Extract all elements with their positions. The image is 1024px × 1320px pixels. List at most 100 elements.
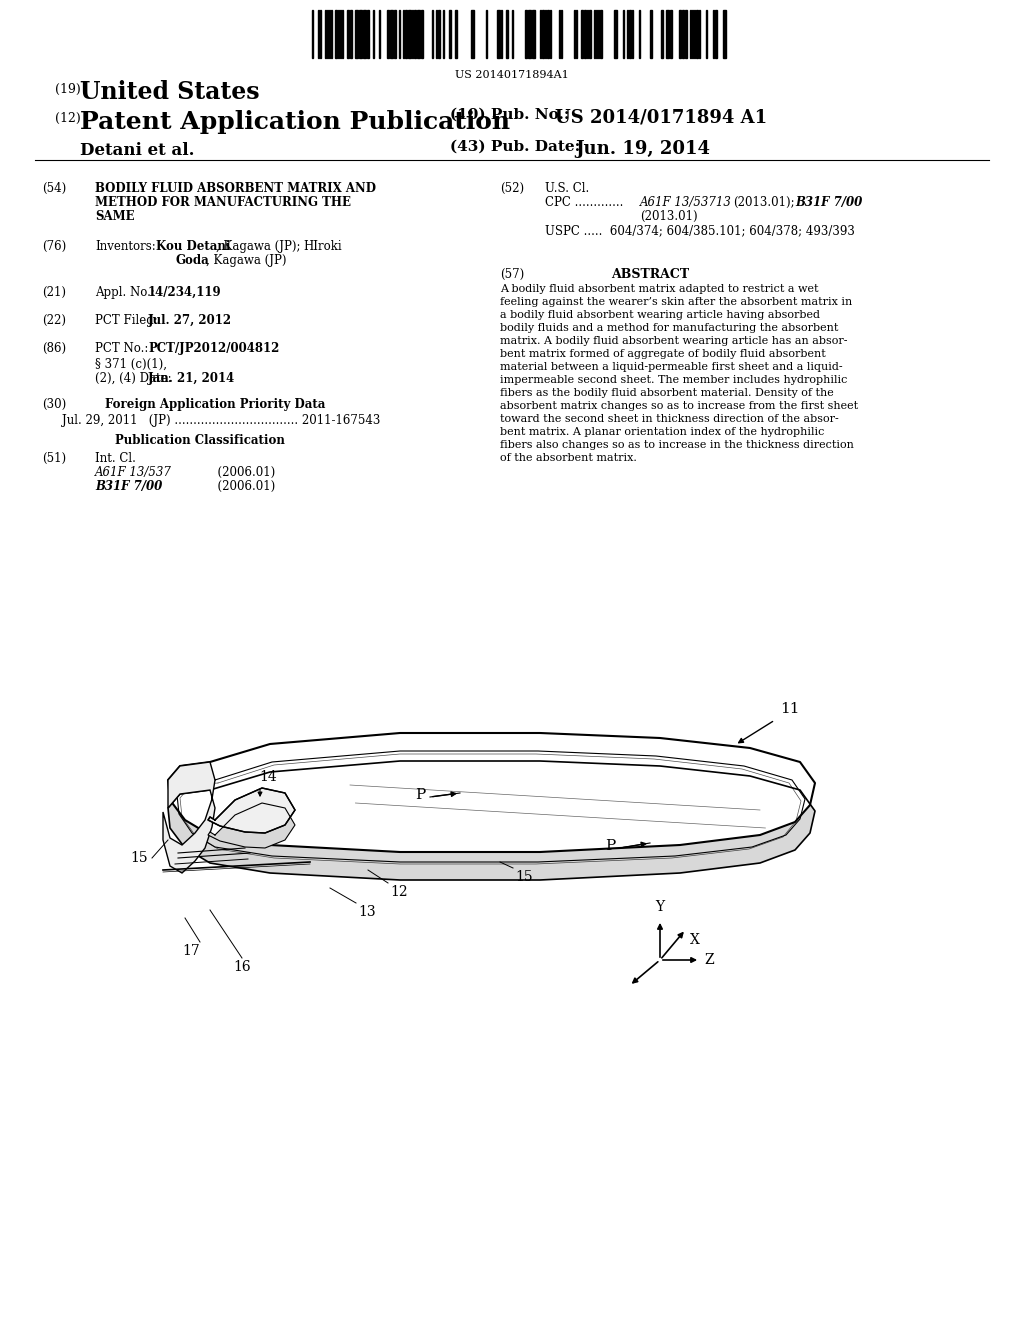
Text: (30): (30) — [42, 399, 67, 411]
Text: Kou Detani: Kou Detani — [156, 240, 230, 253]
Text: Jun. 19, 2014: Jun. 19, 2014 — [575, 140, 710, 158]
Text: HIroki: HIroki — [303, 240, 342, 253]
Bar — [682, 11, 684, 58]
Text: fibers as the bodily fluid absorbent material. Density of the: fibers as the bodily fluid absorbent mat… — [500, 388, 834, 399]
Bar — [666, 11, 669, 58]
Bar — [471, 11, 474, 58]
Text: PCT/JP2012/004812: PCT/JP2012/004812 — [148, 342, 280, 355]
Text: (86): (86) — [42, 342, 67, 355]
Text: , Kagawa (JP): , Kagawa (JP) — [206, 253, 287, 267]
Text: USPC .....  604/374; 604/385.101; 604/378; 493/393: USPC ..... 604/374; 604/385.101; 604/378… — [545, 224, 855, 238]
Bar — [355, 11, 358, 58]
Bar — [685, 11, 687, 58]
Bar — [532, 11, 535, 58]
Text: A61F 13/53713: A61F 13/53713 — [640, 195, 732, 209]
Bar — [362, 11, 366, 58]
Text: (76): (76) — [42, 240, 67, 253]
Bar — [359, 11, 362, 58]
Text: , Kagawa (JP);: , Kagawa (JP); — [216, 240, 300, 253]
Bar — [421, 11, 423, 58]
Text: US 2014/0171894 A1: US 2014/0171894 A1 — [555, 108, 767, 125]
Bar — [723, 11, 726, 58]
Bar — [584, 11, 586, 58]
Text: 13: 13 — [358, 906, 376, 919]
Text: 14: 14 — [259, 770, 276, 784]
Text: (2013.01);: (2013.01); — [733, 195, 795, 209]
Bar — [525, 11, 527, 58]
Text: PCT Filed:: PCT Filed: — [95, 314, 158, 327]
Bar — [438, 11, 440, 58]
Text: absorbent matrix changes so as to increase from the first sheet: absorbent matrix changes so as to increa… — [500, 401, 858, 411]
Text: a bodily fluid absorbent wearing article having absorbed: a bodily fluid absorbent wearing article… — [500, 310, 820, 319]
Text: US 20140171894A1: US 20140171894A1 — [455, 70, 569, 81]
Bar — [547, 11, 549, 58]
Text: Foreign Application Priority Data: Foreign Application Priority Data — [105, 399, 326, 411]
Text: Jan. 21, 2014: Jan. 21, 2014 — [148, 372, 236, 385]
Bar — [350, 11, 352, 58]
Text: (2013.01): (2013.01) — [640, 210, 697, 223]
Text: A61F 13/537: A61F 13/537 — [95, 466, 172, 479]
Text: BODILY FLUID ABSORBENT MATRIX AND: BODILY FLUID ABSORBENT MATRIX AND — [95, 182, 376, 195]
Text: (2), (4) Date:: (2), (4) Date: — [95, 372, 172, 385]
Text: X: X — [690, 933, 699, 948]
Text: PCT No.:: PCT No.: — [95, 342, 148, 355]
Text: (51): (51) — [42, 451, 67, 465]
Bar — [367, 11, 369, 58]
Text: impermeable second sheet. The member includes hydrophilic: impermeable second sheet. The member inc… — [500, 375, 848, 385]
Text: 15: 15 — [515, 870, 532, 884]
Text: bodily fluids and a method for manufacturing the absorbent: bodily fluids and a method for manufactu… — [500, 323, 839, 333]
Text: of the absorbent matrix.: of the absorbent matrix. — [500, 453, 637, 463]
Bar — [449, 11, 451, 58]
Bar — [696, 11, 698, 58]
Bar — [455, 11, 457, 58]
Polygon shape — [168, 733, 815, 851]
Text: (57): (57) — [500, 268, 524, 281]
Text: SAME: SAME — [95, 210, 134, 223]
Text: United States: United States — [80, 81, 260, 104]
Bar — [414, 11, 416, 58]
Text: Y: Y — [655, 900, 665, 913]
Bar — [506, 11, 508, 58]
Bar — [679, 11, 681, 58]
Text: B31F 7/00: B31F 7/00 — [795, 195, 862, 209]
Bar — [670, 11, 672, 58]
Text: (10) Pub. No.:: (10) Pub. No.: — [450, 108, 574, 121]
Text: toward the second sheet in thickness direction of the absor-: toward the second sheet in thickness dir… — [500, 414, 839, 424]
Text: Inventors:: Inventors: — [95, 240, 156, 253]
Bar — [390, 11, 393, 58]
Text: (2006.01): (2006.01) — [180, 466, 275, 479]
Bar — [417, 11, 420, 58]
Text: B31F 7/00: B31F 7/00 — [95, 480, 162, 492]
Text: (19): (19) — [55, 83, 81, 96]
Bar — [600, 11, 602, 58]
Polygon shape — [208, 788, 295, 833]
Bar — [589, 11, 591, 58]
Text: (22): (22) — [42, 314, 66, 327]
Text: 15: 15 — [130, 851, 148, 865]
Text: P: P — [605, 840, 615, 853]
Text: Appl. No.:: Appl. No.: — [95, 286, 155, 300]
Text: 11: 11 — [780, 702, 800, 715]
Text: Jul. 27, 2012: Jul. 27, 2012 — [148, 314, 232, 327]
Text: 17: 17 — [182, 944, 200, 958]
Text: feeling against the wearer’s skin after the absorbent matrix in: feeling against the wearer’s skin after … — [500, 297, 852, 308]
Bar — [715, 11, 717, 58]
Polygon shape — [208, 788, 295, 847]
Text: Int. Cl.: Int. Cl. — [95, 451, 136, 465]
Bar — [528, 11, 531, 58]
Text: bent matrix formed of aggregate of bodily fluid absorbent: bent matrix formed of aggregate of bodil… — [500, 348, 825, 359]
Text: (2006.01): (2006.01) — [180, 480, 275, 492]
Text: Jul. 29, 2011   (JP) ................................. 2011-167543: Jul. 29, 2011 (JP) .....................… — [62, 414, 380, 426]
Bar — [394, 11, 396, 58]
Bar — [347, 11, 349, 58]
Text: § 371 (c)(1),: § 371 (c)(1), — [95, 358, 167, 371]
Bar — [387, 11, 389, 58]
Text: 14/234,119: 14/234,119 — [148, 286, 221, 300]
Text: Patent Application Publication: Patent Application Publication — [80, 110, 510, 135]
Text: 16: 16 — [233, 960, 251, 974]
Text: bent matrix. A planar orientation index of the hydrophilic: bent matrix. A planar orientation index … — [500, 426, 824, 437]
Text: Publication Classification: Publication Classification — [115, 434, 285, 447]
Text: P: P — [415, 788, 425, 803]
Text: U.S. Cl.: U.S. Cl. — [545, 182, 589, 195]
Polygon shape — [168, 733, 815, 880]
